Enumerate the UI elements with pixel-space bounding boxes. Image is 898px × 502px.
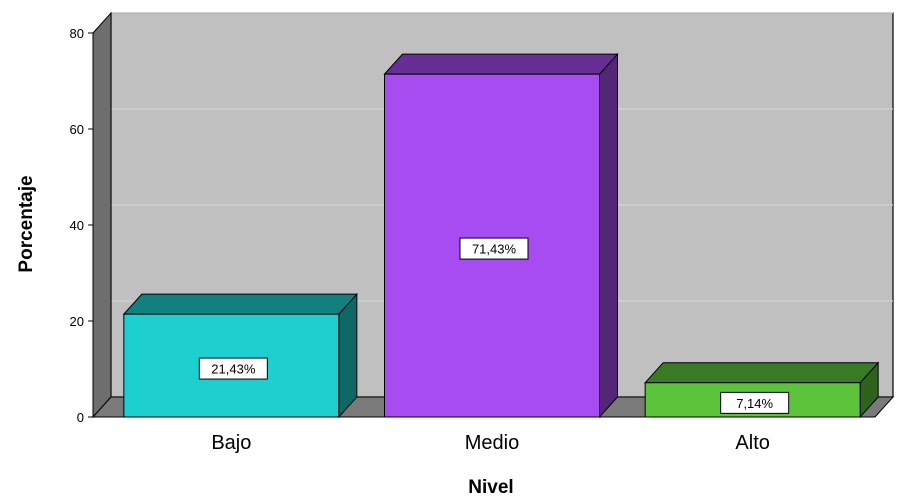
plot-left-wall <box>92 11 112 419</box>
data-label: 21,43% <box>211 362 256 377</box>
bar-top <box>383 53 619 75</box>
bar-top <box>122 293 358 315</box>
data-label-box <box>198 357 268 380</box>
bar-alto <box>644 361 880 419</box>
y-tick-label: 80 <box>70 26 84 41</box>
bar-bajo <box>122 292 358 419</box>
y-axis-title: Porcentaje <box>16 175 37 272</box>
x-axis-title: Nivel <box>468 477 513 498</box>
bar-side <box>338 292 358 419</box>
data-label: 7,14% <box>736 396 773 411</box>
y-tick-label: 20 <box>70 314 84 329</box>
data-label: 71,43% <box>472 242 517 257</box>
x-tick-label: Bajo <box>211 432 251 454</box>
data-label-box <box>459 237 529 260</box>
x-tick-label: Alto <box>735 432 769 454</box>
data-label-box <box>720 391 790 414</box>
y-tick-label: 40 <box>70 218 84 233</box>
y-tick-label: 60 <box>70 122 84 137</box>
y-tick-label: 0 <box>77 410 84 425</box>
bar-medio <box>383 52 619 419</box>
bar-top <box>644 362 880 384</box>
bar-side <box>599 52 618 419</box>
x-tick-label: Medio <box>465 432 519 454</box>
